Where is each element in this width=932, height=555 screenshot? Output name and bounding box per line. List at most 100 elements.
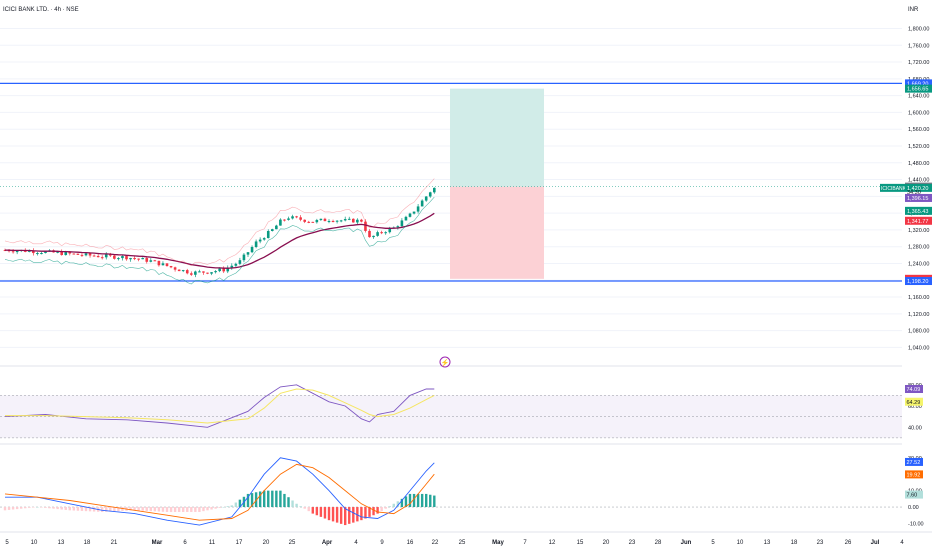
candle-body bbox=[400, 220, 404, 227]
time-tick-label: 21 bbox=[111, 540, 118, 546]
macd-histogram-bar bbox=[121, 507, 124, 511]
macd-histogram-bar bbox=[165, 507, 169, 512]
candle-body bbox=[258, 239, 262, 242]
candle-body bbox=[364, 221, 367, 231]
candle-body bbox=[76, 253, 80, 255]
candle-body bbox=[311, 221, 315, 223]
macd-histogram-bar bbox=[113, 507, 116, 512]
macd-histogram-bar bbox=[429, 494, 432, 508]
candle-body bbox=[40, 253, 43, 255]
macd-histogram-bar bbox=[404, 496, 408, 508]
macd-histogram-bar bbox=[356, 507, 359, 522]
time-tick-label: 23 bbox=[629, 540, 636, 546]
macd-histogram-bar bbox=[133, 507, 136, 511]
time-tick-label: Mar bbox=[152, 540, 163, 546]
price-axis-badge bbox=[905, 277, 932, 286]
candle-body bbox=[44, 251, 47, 254]
candle-body bbox=[242, 254, 246, 261]
macd-histogram-bar bbox=[254, 492, 258, 508]
price-tick-label: 1,600.00 bbox=[908, 110, 929, 116]
time-tick-label: May bbox=[492, 540, 504, 546]
candle-body bbox=[190, 273, 193, 275]
candle-body bbox=[347, 218, 351, 220]
macd-histogram-bar bbox=[392, 503, 395, 508]
macd-histogram-bar bbox=[11, 507, 15, 510]
macd-histogram-bar bbox=[275, 490, 278, 508]
candle-body bbox=[433, 187, 436, 193]
candle-body bbox=[72, 253, 76, 255]
macd-histogram-bar bbox=[218, 507, 221, 508]
macd-badge-label: 27.52 bbox=[907, 460, 921, 466]
macd-histogram-bar bbox=[408, 493, 412, 508]
candle-body bbox=[315, 219, 319, 223]
rsi-tick-label: 60.00 bbox=[908, 404, 922, 410]
price-axis-badge-label: 1,396.15 bbox=[907, 196, 928, 202]
candle-body bbox=[299, 217, 302, 220]
macd-histogram-bar bbox=[250, 493, 254, 508]
candle-body bbox=[60, 251, 63, 256]
macd-histogram-bar bbox=[283, 493, 286, 508]
macd-histogram-bar bbox=[92, 507, 96, 512]
candle-body bbox=[307, 221, 311, 223]
candle-body bbox=[218, 268, 221, 272]
candle-body bbox=[28, 250, 31, 252]
price-axis-badge-label: 1,669.20 bbox=[907, 81, 928, 87]
macd-histogram-bar bbox=[331, 507, 335, 522]
macd-histogram-bar bbox=[267, 490, 270, 508]
candle-body bbox=[185, 270, 189, 274]
candle-body bbox=[165, 263, 169, 267]
candle-body bbox=[368, 230, 371, 238]
candle-body bbox=[202, 271, 205, 273]
candle-body bbox=[303, 219, 306, 222]
candle-body bbox=[271, 229, 274, 232]
rsi-band bbox=[0, 395, 902, 438]
macd-histogram-bar bbox=[141, 507, 144, 511]
candle-body bbox=[376, 232, 379, 236]
price-tick-label: 1,480.00 bbox=[908, 161, 929, 167]
macd-histogram-bar bbox=[68, 507, 71, 511]
macd-histogram-bar bbox=[344, 507, 347, 526]
macd-histogram-bar bbox=[149, 507, 152, 512]
chart-title: ICICI BANK LTD. · 4h · NSE bbox=[3, 7, 79, 13]
candle-body bbox=[133, 258, 136, 260]
macd-histogram-bar bbox=[206, 507, 209, 511]
macd-badge bbox=[905, 457, 923, 466]
time-tick-label: 15 bbox=[577, 540, 584, 546]
candle-body bbox=[254, 241, 258, 247]
macd-tick-label: 0.00 bbox=[908, 505, 919, 511]
macd-histogram-bar bbox=[376, 507, 379, 514]
time-tick-label: Jul bbox=[871, 540, 880, 546]
supertrend-lower-line bbox=[4, 196, 435, 285]
risk-reward-target-zone bbox=[450, 88, 544, 187]
time-tick-label: 11 bbox=[209, 540, 216, 546]
macd-histogram-bar bbox=[238, 499, 242, 508]
candle-body bbox=[356, 219, 359, 223]
price-tick-label: 1,120.00 bbox=[908, 312, 929, 318]
candle-body bbox=[230, 265, 234, 268]
macd-histogram-bar bbox=[368, 507, 371, 517]
macd-histogram-bar bbox=[129, 507, 132, 511]
candle-body bbox=[408, 213, 412, 217]
macd-tick-label: -10.00 bbox=[908, 521, 924, 527]
earnings-event-icon[interactable] bbox=[439, 356, 451, 368]
candle-body bbox=[194, 271, 197, 275]
macd-histogram-bar bbox=[36, 507, 39, 508]
candle-body bbox=[68, 252, 72, 254]
time-tick-label: 13 bbox=[58, 540, 65, 546]
macd-histogram-bar bbox=[173, 507, 177, 512]
macd-histogram-bar bbox=[161, 507, 165, 512]
price-axis-badge bbox=[905, 183, 932, 192]
candle-body bbox=[129, 258, 132, 260]
macd-histogram-bar bbox=[190, 507, 193, 512]
candle-body bbox=[214, 271, 217, 273]
candle-body bbox=[412, 211, 416, 214]
macd-histogram-bar bbox=[299, 506, 302, 508]
macd-badge-label: 19.92 bbox=[907, 472, 921, 478]
candle-body bbox=[420, 200, 424, 207]
macd-histogram-bar bbox=[352, 507, 355, 523]
candle-body bbox=[32, 250, 35, 254]
candle-body bbox=[352, 218, 355, 223]
time-tick-label: 18 bbox=[84, 540, 91, 546]
